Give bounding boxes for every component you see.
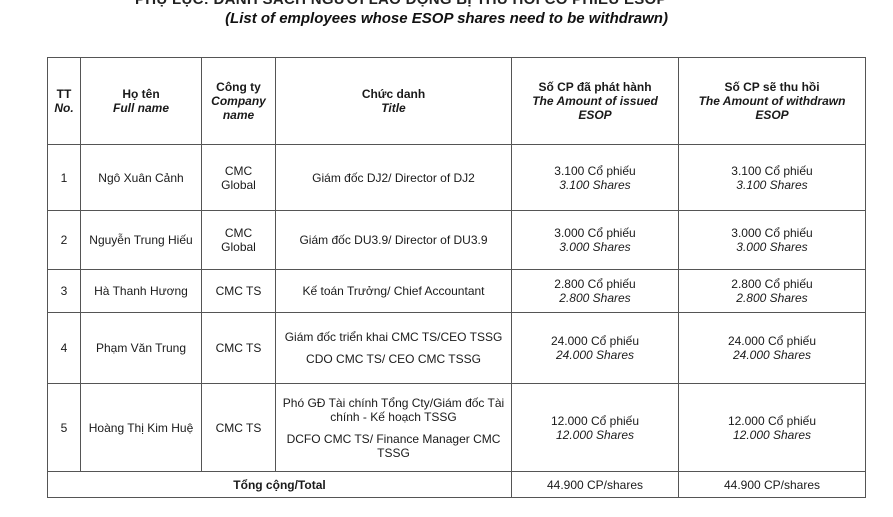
- header-issued: Số CP đã phát hành The Amount of issued …: [511, 57, 679, 145]
- cell-withdrawn-vi: 3.000 Cổ phiếu: [731, 226, 813, 240]
- cell-withdrawn: 12.000 Cổ phiếu 12.000 Shares: [678, 383, 866, 472]
- cell-title: Giám đốc triển khai CMC TS/CEO TSSG CDO …: [275, 312, 512, 384]
- header-no: TT No.: [47, 57, 81, 145]
- document-heading-cut: PHỤ LỤC: DANH SÁCH NGƯỜI LAO ĐỘNG BỊ THU…: [135, 0, 667, 8]
- cell-title: Phó GĐ Tài chính Tổng Cty/Giám đốc Tài c…: [275, 383, 512, 472]
- cell-issued-vi: 3.100 Cổ phiếu: [554, 163, 636, 178]
- cell-issued: 24.000 Cổ phiếu 24.000 Shares: [511, 312, 679, 384]
- cell-issued-vi: 2.800 Cổ phiếu: [554, 277, 636, 291]
- cell-withdrawn-en: 24.000 Shares: [732, 348, 812, 362]
- cell-title-line-2: DCFO CMC TS/ Finance Manager CMC TSSG: [286, 431, 501, 460]
- table-row: 2 Nguyễn Trung Hiếu CMC Global Giám đốc …: [47, 210, 866, 270]
- cell-withdrawn: 3.000 Cổ phiếu 3.000 Shares: [678, 210, 866, 270]
- header-issued-vi: Số CP đã phát hành: [538, 80, 652, 94]
- cell-withdrawn: 3.100 Cổ phiếu 3.100 Shares: [678, 144, 866, 211]
- cell-no: 1: [47, 144, 81, 211]
- header-issued-en: The Amount of issued ESOP: [532, 94, 658, 122]
- cell-name: Ngô Xuân Cảnh: [80, 144, 202, 211]
- table-row: 5 Hoàng Thị Kim Huệ CMC TS Phó GĐ Tài ch…: [47, 383, 866, 472]
- cell-withdrawn-en: 2.800 Shares: [736, 291, 808, 305]
- cell-withdrawn-en: 3.000 Shares: [736, 240, 808, 254]
- cell-title-line-1: Phó GĐ Tài chính Tổng Cty/Giám đốc Tài c…: [282, 395, 505, 424]
- cell-company: CMC Global: [201, 144, 276, 211]
- table-row: 1 Ngô Xuân Cảnh CMC Global Giám đốc DJ2/…: [47, 144, 866, 211]
- header-no-en: No.: [54, 101, 74, 115]
- cell-name: Hoàng Thị Kim Huệ: [80, 383, 202, 472]
- cell-withdrawn-vi: 2.800 Cổ phiếu: [731, 277, 813, 291]
- header-company-vi: Công ty: [216, 80, 261, 94]
- total-withdrawn: 44.900 CP/shares: [678, 471, 866, 498]
- total-label: Tổng cộng/Total: [47, 471, 512, 498]
- esop-withdrawal-table: TT No. Họ tên Full name Công ty Company …: [47, 57, 866, 498]
- total-issued: 44.900 CP/shares: [511, 471, 679, 498]
- table-row: 3 Hà Thanh Hương CMC TS Kế toán Trưởng/ …: [47, 269, 866, 313]
- cell-title-line-2: CDO CMC TS/ CEO CMC TSSG: [306, 352, 481, 366]
- header-title-vi: Chức danh: [361, 87, 426, 101]
- table-row: 4 Phạm Văn Trung CMC TS Giám đốc triển k…: [47, 312, 866, 384]
- cell-issued-vi: 3.000 Cổ phiếu: [554, 226, 636, 240]
- cell-withdrawn-en: 12.000 Shares: [732, 427, 812, 442]
- cell-company: CMC TS: [201, 383, 276, 472]
- header-name-en: Full name: [112, 101, 169, 115]
- cell-issued: 12.000 Cổ phiếu 12.000 Shares: [511, 383, 679, 472]
- cell-issued: 3.000 Cổ phiếu 3.000 Shares: [511, 210, 679, 270]
- header-name-vi: Họ tên: [122, 87, 160, 101]
- cell-no: 4: [47, 312, 81, 384]
- cell-withdrawn-en: 3.100 Shares: [736, 177, 808, 192]
- cell-withdrawn: 24.000 Cổ phiếu 24.000 Shares: [678, 312, 866, 384]
- cell-issued-en: 2.800 Shares: [559, 291, 631, 305]
- cell-withdrawn: 2.800 Cổ phiếu 2.800 Shares: [678, 269, 866, 313]
- cell-name: Nguyễn Trung Hiếu: [80, 210, 202, 270]
- cell-company: CMC TS: [201, 312, 276, 384]
- cell-withdrawn-vi: 24.000 Cổ phiếu: [727, 334, 817, 348]
- cell-no: 2: [47, 210, 81, 270]
- cell-title: Giám đốc DU3.9/ Director of DU3.9: [275, 210, 512, 270]
- cell-issued-en: 12.000 Shares: [555, 427, 635, 442]
- table-header-row: TT No. Họ tên Full name Công ty Company …: [47, 57, 866, 145]
- header-withdrawn-en: The Amount of withdrawn ESOP: [698, 94, 846, 122]
- cell-no: 5: [47, 383, 81, 472]
- cell-issued-vi: 24.000 Cổ phiếu: [550, 334, 640, 348]
- cell-no: 3: [47, 269, 81, 313]
- header-no-vi: TT: [56, 87, 72, 101]
- cell-issued-vi: 12.000 Cổ phiếu: [550, 413, 640, 428]
- header-withdrawn-vi: Số CP sẽ thu hồi: [724, 80, 820, 94]
- cell-company: CMC Global: [201, 210, 276, 270]
- cell-name: Phạm Văn Trung: [80, 312, 202, 384]
- cell-issued: 3.100 Cổ phiếu 3.100 Shares: [511, 144, 679, 211]
- header-company: Công ty Company name: [201, 57, 276, 145]
- header-company-en: Company name: [211, 94, 266, 122]
- cell-company: CMC TS: [201, 269, 276, 313]
- cell-issued-en: 24.000 Shares: [555, 348, 635, 362]
- header-title-en: Title: [381, 101, 406, 115]
- cell-issued-en: 3.000 Shares: [559, 240, 631, 254]
- cell-issued-en: 3.100 Shares: [559, 177, 631, 192]
- cell-name: Hà Thanh Hương: [80, 269, 202, 313]
- total-row: Tổng cộng/Total 44.900 CP/shares 44.900 …: [47, 471, 866, 498]
- cell-title: Giám đốc DJ2/ Director of DJ2: [275, 144, 512, 211]
- cell-withdrawn-vi: 3.100 Cổ phiếu: [731, 163, 813, 178]
- header-withdrawn: Số CP sẽ thu hồi The Amount of withdrawn…: [678, 57, 866, 145]
- cell-title-line-1: Giám đốc triển khai CMC TS/CEO TSSG: [284, 330, 503, 344]
- header-title: Chức danh Title: [275, 57, 512, 145]
- cell-issued: 2.800 Cổ phiếu 2.800 Shares: [511, 269, 679, 313]
- header-name: Họ tên Full name: [80, 57, 202, 145]
- document-subtitle: (List of employees whose ESOP shares nee…: [225, 10, 668, 27]
- cell-title: Kế toán Trưởng/ Chief Accountant: [275, 269, 512, 313]
- cell-withdrawn-vi: 12.000 Cổ phiếu: [727, 413, 817, 428]
